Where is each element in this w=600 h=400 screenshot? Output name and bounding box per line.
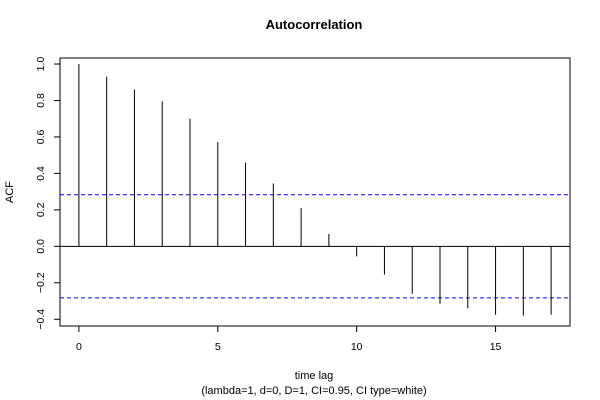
y-tick-label: 0.0	[35, 239, 47, 254]
y-tick-label: 0.4	[35, 166, 47, 181]
chart-title: Autocorrelation	[266, 17, 363, 32]
x-tick-label: 5	[215, 341, 221, 353]
x-tick-label: 10	[351, 341, 363, 353]
y-tick-label: 0.2	[35, 202, 47, 217]
y-axis-label: ACF	[4, 181, 16, 203]
y-tick-label: −0.4	[35, 309, 47, 330]
x-tick-label: 15	[490, 341, 502, 353]
y-tick-label: 1.0	[35, 57, 47, 72]
y-tick-label: 0.8	[35, 93, 47, 108]
y-tick-label: 0.6	[35, 129, 47, 144]
y-tick-label: −0.2	[35, 272, 47, 293]
x-tick-label: 0	[76, 341, 82, 353]
plot-frame	[59, 57, 571, 327]
x-axis-label: time lag	[295, 370, 334, 382]
chart-subtitle: (lambda=1, d=0, D=1, CI=0.95, CI type=wh…	[201, 385, 426, 397]
